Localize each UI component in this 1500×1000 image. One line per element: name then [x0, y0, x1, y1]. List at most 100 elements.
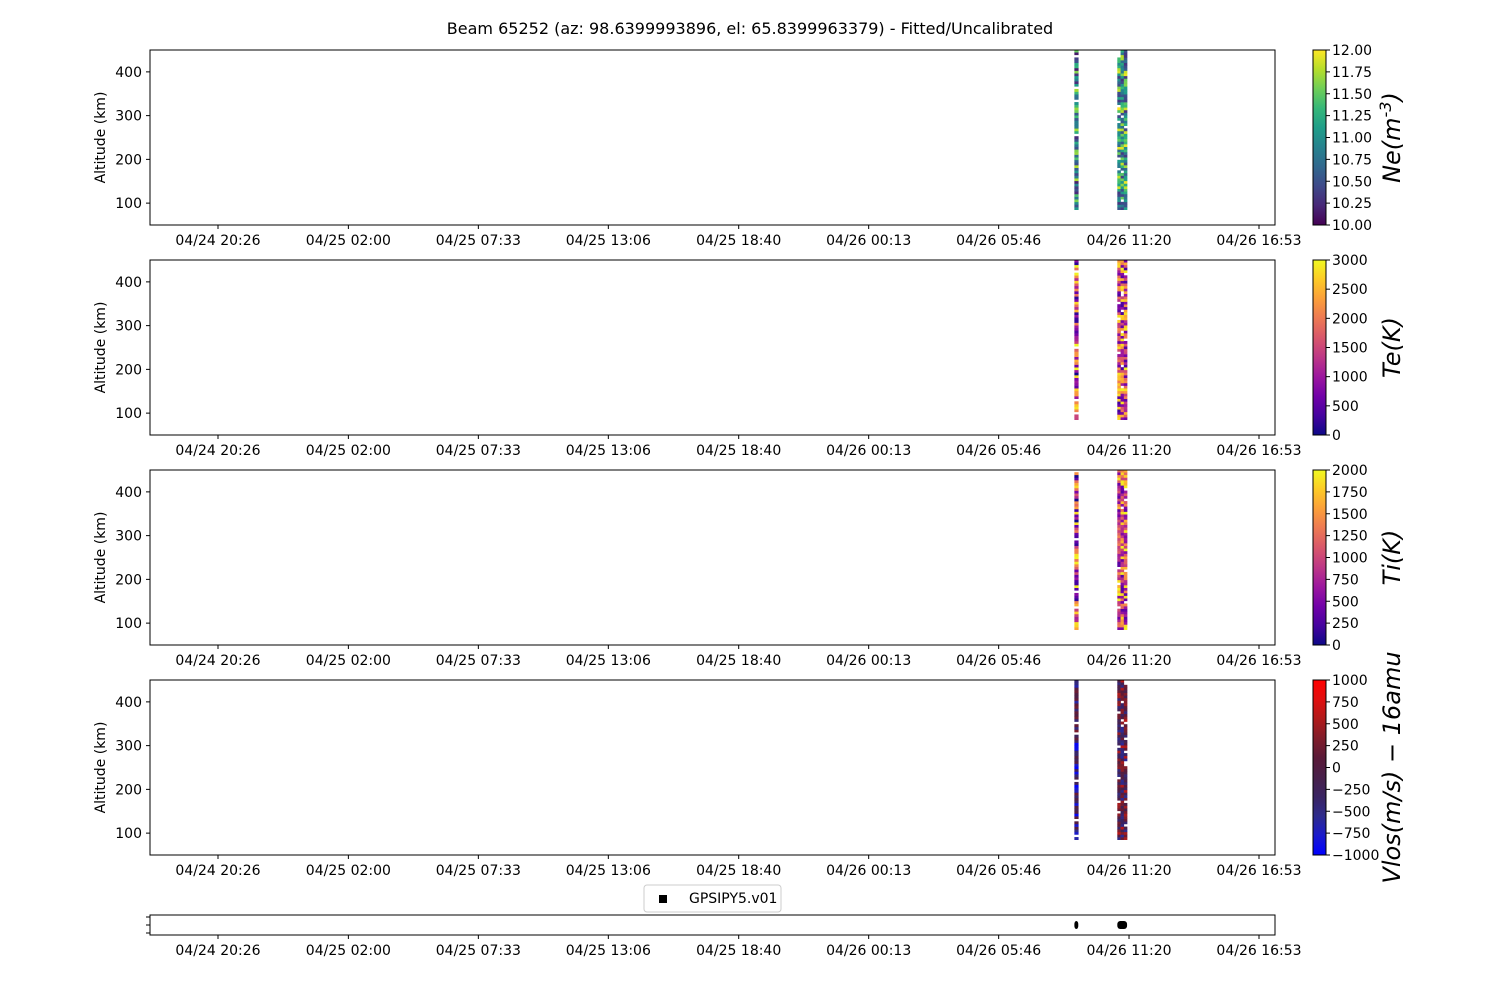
availability-xtick-label: 04/26 00:13 — [826, 943, 911, 959]
panel-te-cell — [1117, 340, 1121, 344]
panel-ti-cell — [1117, 619, 1121, 623]
panel-te-cell — [1074, 377, 1079, 381]
panel-ti-cell — [1074, 503, 1079, 507]
panel-ti-cell — [1117, 553, 1121, 557]
panel-ti-cell — [1120, 474, 1125, 478]
panel-ti-cell — [1074, 598, 1079, 602]
panel-vlos-cell — [1123, 789, 1128, 793]
panel-te-cell — [1120, 322, 1125, 326]
panel-vlos-cell — [1074, 802, 1079, 806]
panel-te-cell — [1074, 414, 1079, 418]
panel-te-ytick-label: 200 — [115, 362, 142, 378]
panel-vlos-cell — [1120, 821, 1125, 825]
panel-vlos-cell — [1074, 771, 1079, 775]
panel-vlos-cell — [1120, 810, 1125, 814]
panel-ne-cell — [1074, 167, 1079, 171]
panel-ne-cell — [1117, 91, 1121, 95]
panel-te-cell — [1120, 288, 1125, 292]
panel-te-cell — [1120, 296, 1125, 300]
panel-ne-cell — [1074, 175, 1079, 179]
panel-te-cell — [1117, 390, 1121, 394]
panel-ne-cell — [1117, 196, 1121, 200]
panel-te-cell — [1120, 396, 1125, 399]
panel-vlos-cell — [1074, 774, 1079, 777]
panel-vlos-cell — [1117, 755, 1121, 759]
panel-ne-cell — [1120, 141, 1125, 145]
panel-ti-xtick-label: 04/25 13:06 — [566, 653, 651, 669]
panel-ti-cell — [1117, 487, 1121, 491]
panel-ne-cell — [1074, 50, 1079, 53]
panel-ne-cell — [1074, 188, 1079, 192]
panel-vlos-cell — [1123, 787, 1128, 791]
panel-te-cell — [1117, 406, 1121, 410]
panel-ti-cell — [1123, 606, 1128, 609]
panel-ti-cell — [1074, 558, 1079, 562]
panel-ne-cb-tick-label: 10.50 — [1332, 174, 1372, 190]
panel-te-cell — [1123, 364, 1128, 368]
panel-vlos-cell — [1120, 831, 1125, 835]
panel-ti-cell — [1123, 532, 1128, 536]
panel-ti-cell — [1120, 585, 1125, 588]
panel-ne-heatmap — [1074, 50, 1128, 210]
panel-vlos-xtick-label: 04/26 00:13 — [826, 863, 911, 879]
panel-vlos-cell — [1120, 734, 1125, 738]
panel-ti-cell — [1117, 524, 1121, 528]
panel-ti-cell — [1123, 480, 1128, 483]
panel-ne-xtick-label: 04/24 20:26 — [175, 233, 260, 249]
panel-ti-cell — [1123, 501, 1128, 504]
panel-ne-cell — [1117, 133, 1121, 137]
panel-ti-cell — [1123, 548, 1128, 552]
panel-ti-cell — [1120, 592, 1125, 596]
panel-ne-cell — [1117, 151, 1121, 155]
panel-ti-cell — [1117, 587, 1121, 591]
panel-ti-ytick-label: 300 — [115, 529, 142, 545]
panel-te-xtick-label: 04/25 07:33 — [436, 443, 521, 459]
panel-ne-cell — [1120, 112, 1125, 116]
panel-te-cell — [1074, 403, 1079, 407]
panel-vlos-cell — [1074, 745, 1079, 749]
panel-ti-cell — [1123, 493, 1128, 497]
panel-ti-cb-tick-label: 1500 — [1332, 507, 1368, 523]
panel-te-cell — [1117, 393, 1121, 397]
panel-ne-cell — [1120, 94, 1125, 98]
panel-ne-cell — [1074, 81, 1079, 84]
panel-ti-cell — [1074, 608, 1079, 612]
panel-ne-cell — [1074, 83, 1079, 87]
panel-ti-colorbar-title: Ti(K) — [1378, 530, 1406, 586]
panel-vlos-cell — [1117, 758, 1121, 762]
panel-vlos-cell — [1117, 768, 1121, 772]
panel-ti-cell — [1074, 550, 1079, 554]
panel-ti-cell — [1120, 579, 1125, 583]
panel-te-cell — [1123, 322, 1128, 326]
panel-vlos-cell — [1123, 742, 1128, 746]
panel-te-cb-tick-label: 2500 — [1332, 282, 1368, 298]
panel-vlos-cell — [1117, 779, 1121, 783]
panel-ne-cell — [1117, 86, 1121, 90]
panel-te-cell — [1074, 296, 1079, 300]
panel-ne-cell — [1123, 199, 1128, 203]
panel-te-cell — [1074, 285, 1079, 289]
panel-vlos-cell — [1120, 703, 1125, 707]
panel-ne-cell — [1120, 157, 1125, 161]
panel-ti-cell — [1117, 535, 1121, 539]
panel-vlos-cell — [1120, 771, 1125, 775]
panel-vlos-cell — [1074, 792, 1079, 796]
panel-ne-cell — [1074, 88, 1079, 92]
panel-ti-cell — [1117, 627, 1121, 630]
panel-te-cell — [1074, 277, 1079, 281]
panel-ne-cb-tick-label: 10.25 — [1332, 196, 1372, 212]
panel-vlos-cell — [1120, 753, 1125, 756]
panel-ti-cell — [1074, 490, 1079, 494]
panel-ti-cell — [1074, 556, 1079, 560]
panel-ne-cell — [1117, 170, 1121, 174]
panel-vlos-cell — [1074, 742, 1079, 746]
panel-vlos-cell — [1120, 792, 1125, 796]
panel-ne-cell — [1123, 201, 1128, 205]
panel-vlos-cell — [1120, 732, 1125, 735]
panel-ne-cell — [1120, 60, 1125, 63]
panel-ti-cell — [1117, 516, 1121, 520]
panel-te-cell — [1117, 296, 1121, 300]
panel-vlos-cell — [1117, 823, 1121, 827]
panel-vlos-cell — [1123, 726, 1128, 730]
panel-te-cell — [1120, 411, 1125, 415]
